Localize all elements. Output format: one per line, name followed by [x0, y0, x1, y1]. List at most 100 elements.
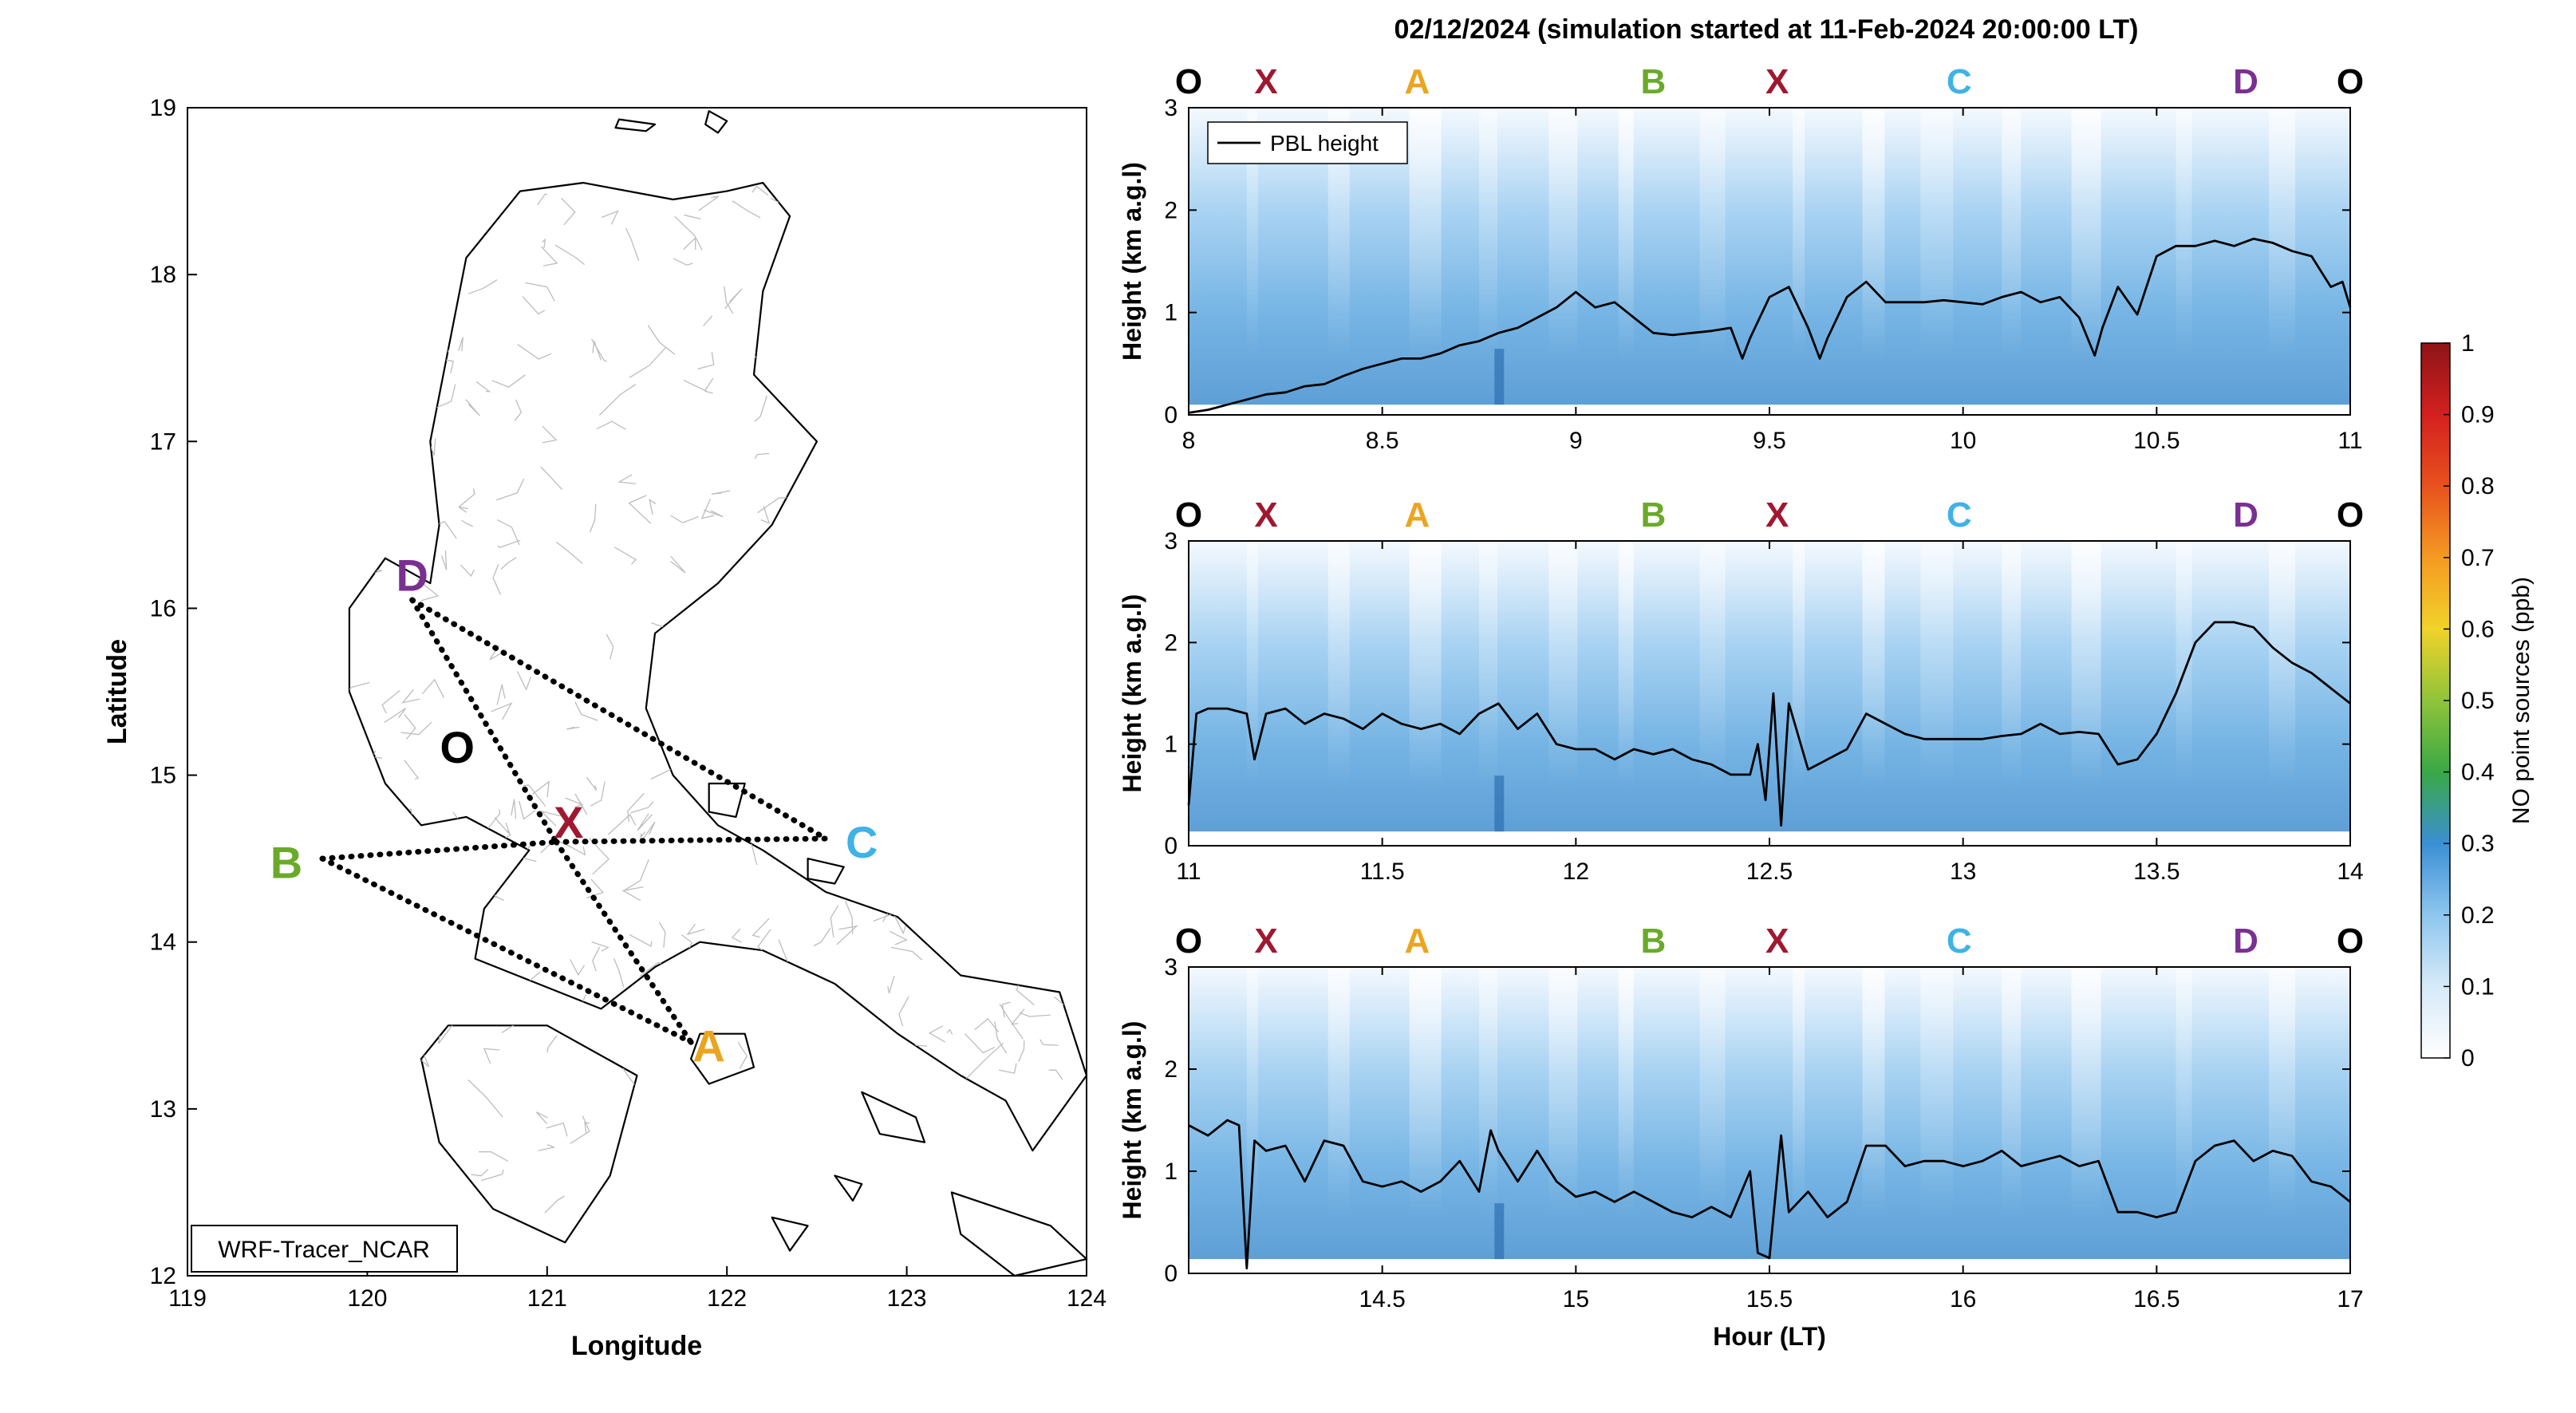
- curtain-streak: [1548, 967, 1578, 1216]
- admin-line: [500, 557, 517, 570]
- admin-line: [592, 946, 601, 972]
- curtain-streak: [1920, 967, 1954, 1216]
- admin-line: [928, 1025, 946, 1043]
- landmass: [950, 1191, 1088, 1277]
- admin-line: [517, 344, 552, 360]
- curtain-streak: [1479, 541, 1497, 788]
- admin-line: [540, 466, 562, 490]
- admin-line: [465, 399, 480, 416]
- admin-line: [754, 395, 767, 422]
- x-tick-label: 15.5: [1746, 1286, 1793, 1312]
- curtain-streak: [1548, 108, 1578, 361]
- admin-line: [554, 244, 586, 266]
- y-tick-label: 2: [1164, 630, 1178, 656]
- admin-line: [496, 519, 520, 546]
- x-tick-label: 13.5: [2133, 858, 2180, 885]
- route-label-c: C: [1947, 495, 1972, 535]
- admin-line: [505, 822, 511, 834]
- admin-line: [531, 780, 550, 798]
- curtain-streak: [2176, 967, 2192, 1216]
- route-point-a: A: [692, 1020, 724, 1071]
- colorbar-tick-label: 0.3: [2461, 831, 2495, 857]
- admin-line: [546, 1035, 558, 1053]
- admin-line: [538, 1143, 556, 1151]
- admin-line: [542, 425, 558, 444]
- route-segment: [553, 835, 829, 845]
- curtain-streak: [1246, 108, 1258, 361]
- admin-line: [994, 1021, 1008, 1054]
- admin-line: [495, 478, 525, 501]
- x-tick-label: 15: [1563, 1286, 1589, 1312]
- admin-line: [440, 550, 448, 570]
- route-segment: [319, 839, 559, 862]
- curtain-streak: [1699, 108, 1726, 361]
- y-axis-label: Height (km a.g.l): [1118, 162, 1146, 361]
- admin-line: [704, 390, 713, 394]
- pbl-panel-top: 8 8.5 9 9.5 10 10.5 11 0 1 2 3 Height (km a.g.l) O X A…: [1118, 62, 2364, 454]
- map-y-tick-label: 14: [150, 930, 176, 956]
- colorbar-tick-label: 0.7: [2461, 545, 2495, 571]
- curtain-streak: [1699, 967, 1726, 1216]
- route-point-x: X: [554, 797, 583, 847]
- admin-line: [625, 227, 640, 261]
- colorbar-tick-label: 0.4: [2461, 760, 2495, 786]
- admin-line: [384, 708, 407, 723]
- y-ticks: 0 1 2 3: [1164, 95, 2350, 428]
- curtain-streak: [2269, 108, 2296, 361]
- x-tick-label: 10.5: [2133, 428, 2180, 454]
- admin-line: [703, 509, 724, 518]
- admin-line: [892, 912, 906, 935]
- admin-line: [522, 296, 546, 315]
- admin-line: [565, 797, 584, 808]
- y-tick-label: 1: [1164, 732, 1178, 758]
- landmass: [348, 182, 1088, 1152]
- route-label-d: D: [2233, 922, 2258, 961]
- curtain-streak: [1862, 967, 1885, 1216]
- admin-line: [684, 214, 701, 220]
- curtain-streak: [2002, 541, 2022, 788]
- route-label-b: B: [1641, 495, 1667, 535]
- route-label-x: X: [1765, 495, 1789, 535]
- x-tick-label: 9: [1569, 428, 1583, 454]
- route-segment: [553, 839, 694, 1045]
- map-x-tick-label: 123: [887, 1285, 927, 1312]
- admin-line: [640, 831, 646, 839]
- admin-line: [491, 374, 526, 388]
- admin-line: [732, 200, 761, 219]
- route-label-d: D: [2233, 62, 2258, 101]
- admin-line: [565, 843, 586, 856]
- admin-line: [586, 776, 598, 791]
- map-x-label: Longitude: [571, 1331, 702, 1361]
- y-tick-label: 1: [1164, 1158, 1178, 1185]
- route-label-a: A: [1404, 922, 1430, 961]
- admin-line: [541, 246, 558, 266]
- admin-line: [590, 781, 606, 807]
- landmass: [807, 857, 845, 885]
- curtain-streak: [1920, 108, 1954, 361]
- route-label-o: O: [1175, 62, 1202, 101]
- curtain-streak: [1699, 541, 1726, 788]
- x-ticks: 8 8.5 9 9.5 10 10.5 11: [1182, 108, 2363, 454]
- admin-line: [760, 506, 771, 525]
- admin-line: [467, 279, 498, 294]
- pbl-height-line: [1187, 621, 2351, 827]
- pbl-height-line: [1188, 237, 2352, 414]
- admin-line: [670, 515, 699, 523]
- admin-line: [381, 689, 400, 714]
- admin-line: [514, 399, 523, 421]
- admin-line: [584, 1122, 590, 1133]
- x-tick-label: 11.5: [1360, 858, 1405, 885]
- landmass: [861, 1091, 926, 1143]
- admin-line: [607, 814, 637, 835]
- admin-line: [637, 813, 653, 831]
- curtain-streak: [2071, 541, 2101, 788]
- admin-line: [544, 1195, 566, 1214]
- admin-line: [627, 792, 645, 823]
- curtain-streak: [1246, 967, 1258, 1216]
- map-y-tick-label: 12: [150, 1263, 176, 1289]
- model-label-box: [191, 1225, 458, 1273]
